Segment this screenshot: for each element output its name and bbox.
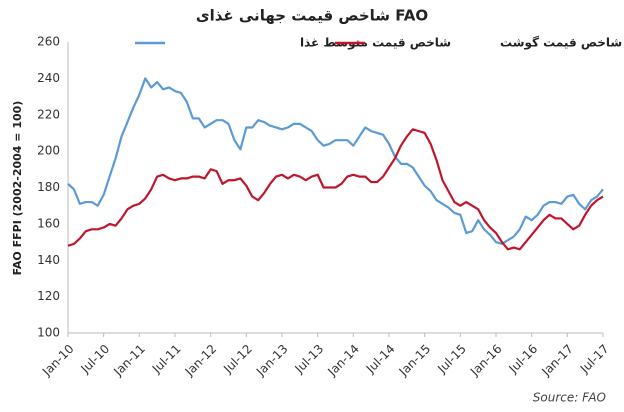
x-tick-label: Jul-15 <box>434 342 469 377</box>
x-tick-label: Jan-13 <box>253 342 291 380</box>
x-tick-label: Jul-14 <box>363 342 398 377</box>
x-tick-label: Jul-13 <box>292 342 327 377</box>
y-tick-label: 200 <box>37 144 60 158</box>
y-tick-label: 140 <box>37 253 60 267</box>
source: Source: FAO <box>533 391 606 405</box>
x-tick-label: Jan-11 <box>110 342 148 380</box>
y-tick-label: 180 <box>37 180 60 194</box>
series-line <box>67 77 604 245</box>
legend-label: شاخص قیمت گوشت <box>500 36 622 51</box>
x-tick-label: Jan-17 <box>538 342 576 380</box>
x-tick-label: Jul-17 <box>577 342 612 377</box>
legend-label: شاخص قیمت متوسط غذا <box>300 36 451 51</box>
y-tick-label: 240 <box>37 71 60 85</box>
y-tick-label: 220 <box>37 107 60 121</box>
y-axis-title: FAO FFPI (2002-2004 = 100) <box>11 101 24 276</box>
x-tick-label: Jan-12 <box>182 342 220 380</box>
chart-title: شاخص قیمت جهانی غذای FAO <box>196 7 428 25</box>
y-tick-label: 120 <box>37 289 60 303</box>
x-tick-label: Jul-16 <box>506 342 541 377</box>
y-tick-label: 100 <box>37 326 60 340</box>
x-tick-label: Jul-11 <box>149 342 184 377</box>
x-tick-label: Jul-10 <box>78 342 113 377</box>
y-tick-label: 260 <box>37 35 60 49</box>
y-tick-label: 160 <box>37 216 60 230</box>
x-tick-label: Jan-16 <box>467 342 505 380</box>
x-tick-label: Jan-15 <box>396 342 434 380</box>
x-tick-label: Jan-10 <box>39 342 77 380</box>
series-line <box>67 128 604 251</box>
x-tick-label: Jul-12 <box>220 342 255 377</box>
x-tick-label: Jan-14 <box>324 342 362 380</box>
